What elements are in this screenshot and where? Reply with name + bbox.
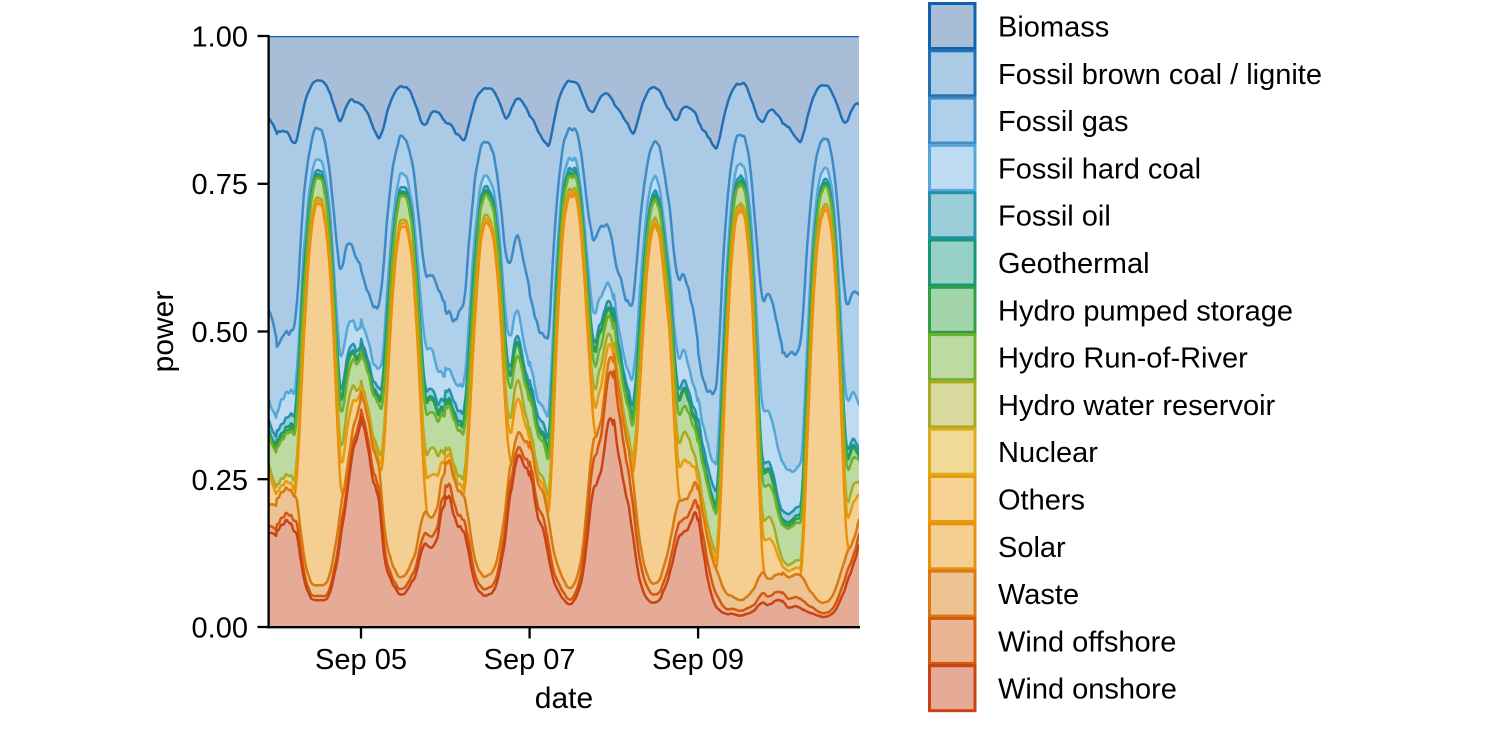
svg-text:0.50: 0.50	[192, 317, 248, 349]
svg-text:Fossil hard coal: Fossil hard coal	[998, 153, 1201, 185]
svg-text:Hydro pumped storage: Hydro pumped storage	[998, 295, 1293, 327]
svg-text:Sep 09: Sep 09	[652, 644, 744, 676]
svg-text:0.25: 0.25	[192, 465, 248, 497]
svg-text:0.75: 0.75	[192, 169, 248, 201]
svg-text:Solar: Solar	[998, 532, 1066, 564]
svg-text:Sep 07: Sep 07	[484, 644, 576, 676]
svg-text:Wind onshore: Wind onshore	[998, 674, 1177, 706]
svg-text:Nuclear: Nuclear	[998, 437, 1098, 469]
svg-text:power: power	[147, 291, 180, 373]
svg-text:Waste: Waste	[998, 579, 1079, 611]
svg-text:date: date	[535, 682, 593, 715]
svg-text:Sep 05: Sep 05	[315, 644, 407, 676]
svg-text:Wind offshore: Wind offshore	[998, 626, 1176, 658]
svg-text:Biomass: Biomass	[998, 12, 1109, 44]
svg-text:Fossil gas: Fossil gas	[998, 106, 1129, 138]
svg-text:Hydro water reservoir: Hydro water reservoir	[998, 390, 1276, 422]
svg-text:Fossil brown coal / lignite: Fossil brown coal / lignite	[998, 59, 1322, 91]
svg-text:Fossil oil: Fossil oil	[998, 201, 1111, 233]
svg-text:Geothermal: Geothermal	[998, 248, 1150, 280]
svg-text:1.00: 1.00	[192, 22, 248, 54]
svg-text:Others: Others	[998, 485, 1085, 517]
svg-text:0.00: 0.00	[192, 613, 248, 645]
svg-text:Hydro Run-of-River: Hydro Run-of-River	[998, 343, 1248, 375]
